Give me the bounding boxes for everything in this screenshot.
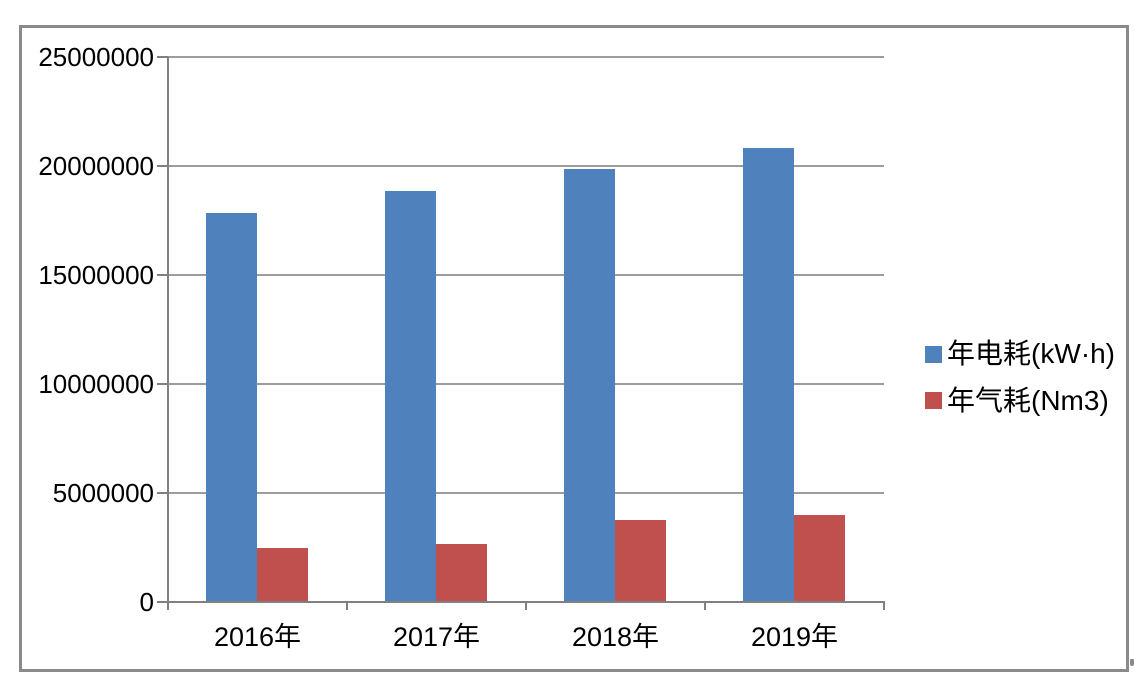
y-axis-tick — [157, 382, 168, 385]
legend-swatch-icon — [925, 392, 942, 409]
artifact-mark — [1130, 659, 1134, 666]
gridline — [168, 273, 884, 276]
y-axis-tick — [157, 164, 168, 167]
y-axis-tick — [157, 601, 168, 603]
gridline — [168, 491, 884, 494]
y-tick-label: 25000000 — [38, 41, 154, 72]
legend-item: 年电耗(kW·h) — [925, 338, 1115, 370]
y-axis-tick — [157, 491, 168, 494]
x-axis-tick — [525, 602, 527, 610]
legend-item: 年气耗(Nm3) — [925, 385, 1109, 417]
gridline — [168, 164, 884, 167]
x-tick-label: 2016年 — [213, 622, 302, 652]
x-axis-tick — [167, 602, 169, 610]
legend-label: 年气耗(Nm3) — [947, 384, 1109, 416]
x-axis-tick — [883, 602, 885, 610]
y-axis-tick — [157, 55, 168, 58]
bar-2017年-年电耗(kW·h) — [385, 191, 436, 602]
gridline — [168, 382, 884, 385]
x-tick-label: 2018年 — [571, 622, 660, 652]
y-tick-label: 0 — [139, 587, 154, 617]
y-tick-label: 15000000 — [38, 259, 154, 290]
bar-2018年-年电耗(kW·h) — [564, 168, 615, 602]
x-axis-tick — [346, 602, 348, 610]
x-tick-label: 2017年 — [392, 622, 481, 652]
bar-2019年-年气耗(Nm3) — [794, 514, 845, 602]
bar-2019年-年电耗(kW·h) — [743, 147, 794, 602]
y-axis-tick — [157, 273, 168, 276]
x-axis-tick — [704, 602, 706, 610]
y-tick-label: 5000000 — [52, 477, 154, 508]
bar-2016年-年气耗(Nm3) — [257, 547, 308, 602]
y-tick-label: 20000000 — [38, 150, 154, 181]
bar-2016年-年电耗(kW·h) — [206, 212, 257, 602]
bar-2017年-年气耗(Nm3) — [436, 544, 487, 602]
x-tick-label: 2019年 — [750, 622, 839, 652]
legend-label: 年电耗(kW·h) — [947, 338, 1115, 369]
gridline — [168, 55, 884, 58]
legend-swatch-icon — [925, 345, 942, 363]
bar-2018年-年气耗(Nm3) — [615, 520, 666, 602]
y-tick-label: 10000000 — [38, 368, 154, 399]
y-axis-line — [167, 56, 169, 604]
